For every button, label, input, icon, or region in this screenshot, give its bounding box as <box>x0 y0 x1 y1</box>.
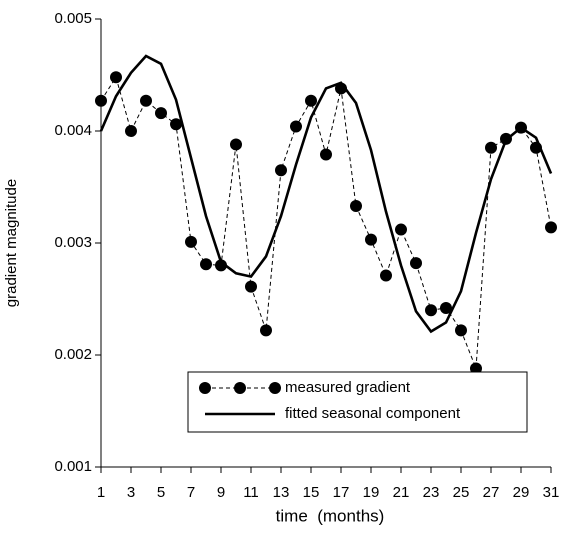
series-line <box>99 54 553 334</box>
x-tick-label: 19 <box>363 484 380 501</box>
legend-marker <box>269 382 281 394</box>
data-point <box>185 235 197 248</box>
x-tick-label: 23 <box>423 484 440 501</box>
x-tick-label: 29 <box>513 484 530 501</box>
x-tick-label: 3 <box>127 484 135 501</box>
y-tick-label: 0.005 <box>54 10 92 27</box>
y-tick-label: 0.003 <box>54 234 92 251</box>
x-tick-label: 7 <box>187 484 195 501</box>
x-tick-label: 31 <box>543 484 560 501</box>
data-point <box>425 304 437 317</box>
data-point <box>395 223 407 236</box>
data-point <box>320 148 332 161</box>
x-tick-label: 21 <box>393 484 410 501</box>
data-point <box>485 141 497 154</box>
x-tick-label: 27 <box>483 484 500 501</box>
data-point <box>365 233 377 246</box>
data-point <box>155 107 167 120</box>
x-tick-label: 13 <box>273 484 290 501</box>
data-point <box>140 94 152 107</box>
x-tick-label: 17 <box>333 484 350 501</box>
x-tick-label: 1 <box>97 484 105 501</box>
x-tick-label: 11 <box>243 484 259 501</box>
x-tick-label: 9 <box>217 484 225 501</box>
data-point <box>95 94 107 107</box>
x-tick-label: 15 <box>303 484 320 501</box>
data-point <box>545 221 557 234</box>
y-axis-label: gradient magnitude <box>3 179 20 307</box>
data-point <box>245 280 257 293</box>
y-tick-label: 0.004 <box>54 122 92 139</box>
y-tick-label: 0.001 <box>54 458 92 475</box>
data-point <box>380 269 392 282</box>
data-point <box>215 259 227 272</box>
data-point <box>125 125 137 137</box>
data-point <box>305 94 317 107</box>
data-point <box>275 164 287 177</box>
legend-marker <box>199 382 211 394</box>
legend-box <box>187 371 528 433</box>
legend-label: measured gradient <box>285 379 411 396</box>
data-point <box>230 138 242 151</box>
data-point <box>200 258 212 271</box>
data-point <box>110 71 122 84</box>
x-axis-label: time (months) <box>276 506 385 525</box>
y-tick-label: 0.002 <box>54 346 92 363</box>
x-tick-label: 5 <box>157 484 165 501</box>
data-point <box>350 200 362 213</box>
legend-label: fitted seasonal component <box>285 405 461 422</box>
data-point <box>410 257 422 270</box>
legend-marker <box>234 382 246 394</box>
data-point <box>260 324 272 337</box>
data-point <box>290 120 302 133</box>
data-point <box>440 301 452 314</box>
data-point <box>170 118 182 131</box>
data-point <box>470 362 482 375</box>
x-tick-label: 25 <box>453 484 470 501</box>
data-point <box>455 324 467 337</box>
